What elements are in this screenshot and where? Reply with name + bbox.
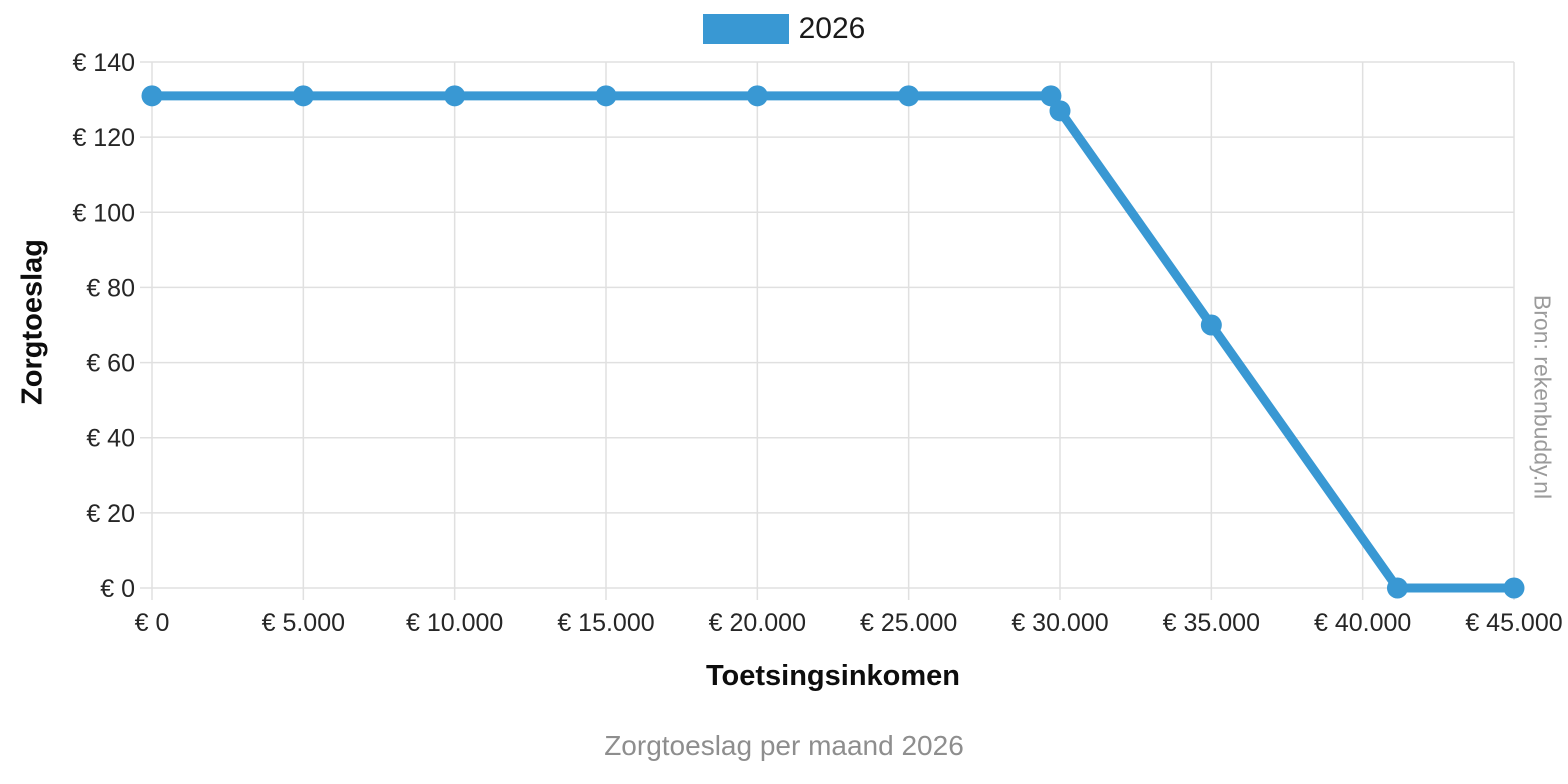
data-point <box>595 85 617 107</box>
y-tick-label: € 100 <box>72 199 135 227</box>
y-tick-label: € 40 <box>86 425 135 453</box>
data-point <box>1200 314 1222 336</box>
data-point <box>1386 577 1408 599</box>
x-tick-label: € 45.000 <box>1465 609 1562 637</box>
x-tick-label: € 0 <box>135 609 170 637</box>
data-point <box>1503 577 1525 599</box>
data-point <box>1040 85 1062 107</box>
data-point <box>141 85 163 107</box>
legend: 2026 <box>0 14 1568 44</box>
legend-label-2026[interactable]: 2026 <box>798 12 866 45</box>
chart-caption: Zorgtoeslag per maand 2026 <box>604 730 964 761</box>
x-tick-label: € 15.000 <box>557 609 654 637</box>
x-tick-label: € 25.000 <box>860 609 957 637</box>
legend-swatch-2026[interactable] <box>702 14 789 44</box>
x-tick-label: € 40.000 <box>1314 609 1411 637</box>
source-attribution: Bron: rekenbuddy.nl <box>1529 294 1556 500</box>
x-tick-label: € 10.000 <box>406 609 503 637</box>
data-point <box>444 85 466 107</box>
data-line-2026 <box>147 91 1519 593</box>
x-tick-label: € 30.000 <box>1011 609 1108 637</box>
y-tick-label: € 60 <box>86 350 135 378</box>
data-point <box>1049 100 1071 122</box>
y-tick-label: € 0 <box>100 575 135 603</box>
y-tick-label: € 20 <box>86 500 135 528</box>
y-axis-title: Zorgtoeslag <box>16 239 49 405</box>
data-point <box>292 85 314 107</box>
data-point <box>746 85 768 107</box>
y-tick-label: € 140 <box>72 49 135 77</box>
x-tick-label: € 20.000 <box>709 609 806 637</box>
x-tick-label: € 35.000 <box>1163 609 1260 637</box>
y-tick-label: € 80 <box>86 274 135 302</box>
x-axis-title: Toetsingsinkomen <box>705 660 961 692</box>
x-tick-label: € 5.000 <box>262 609 345 637</box>
y-tick-label: € 120 <box>72 124 135 152</box>
data-point <box>898 85 920 107</box>
